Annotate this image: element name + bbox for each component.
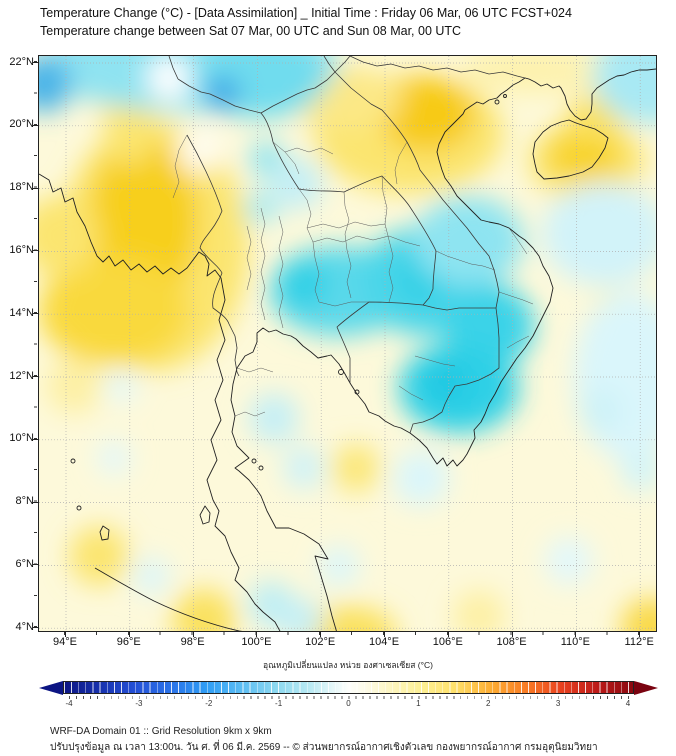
x-axis-label: 94°E: [53, 636, 77, 648]
colorbar-tick-label: -2: [205, 699, 213, 708]
graticule-gridlines: [39, 56, 656, 631]
y-axis-minor-ticks: [34, 61, 37, 628]
x-axis-label: 104°E: [368, 636, 400, 648]
y-axis-label: 4°N: [15, 620, 34, 633]
colorbar-left-arrow: [39, 680, 63, 695]
page-subtitle: Temperature change between Sat 07 Mar, 0…: [40, 24, 462, 38]
colorbar-title: อุณหภูมิเปลี่ยนแปลง หน่วย องศาเซลเซียส (…: [263, 660, 433, 670]
coastline: [39, 68, 656, 631]
x-axis-label: 112°E: [624, 636, 654, 648]
y-axis-label: 18°N: [9, 181, 34, 194]
page-title: Temperature Change (°C) - [Data Assimila…: [40, 6, 572, 20]
colorbar-tick-label: -4: [65, 699, 73, 708]
x-axis-minor-ticks: [64, 632, 640, 635]
colorbar-right-arrow: [634, 680, 658, 695]
map-plot-area: [38, 55, 657, 632]
colorbar-tick-label: 0: [346, 699, 351, 708]
colorbar-minor-ticks: [69, 696, 629, 699]
y-axis-label: 10°N: [9, 432, 34, 445]
footer-update-info: ปรับปรุงข้อมูล ณ เวลา 13:00น. วัน ศ. ที่…: [50, 742, 598, 753]
x-axis-label: 106°E: [432, 636, 463, 648]
x-axis-label: 110°E: [560, 636, 591, 648]
x-axis-label: 96°E: [116, 636, 141, 648]
y-axis-label: 8°N: [15, 495, 34, 508]
x-axis-label: 100°E: [241, 636, 272, 648]
colorbar-tick-label: -1: [275, 699, 283, 708]
y-axis-label: 6°N: [15, 557, 34, 570]
colorbar-tick-label: 2: [485, 699, 491, 708]
footer-domain-info: WRF-DA Domain 01 :: Grid Resolution 9km …: [50, 726, 272, 737]
y-axis-label: 22°N: [9, 55, 34, 68]
y-axis-label: 12°N: [9, 369, 34, 382]
y-axis-label: 16°N: [9, 243, 34, 256]
x-axis-label: 98°E: [180, 636, 205, 648]
colorbar: [39, 680, 658, 695]
x-axis-label: 108°E: [496, 636, 527, 648]
y-axis-label: 20°N: [9, 118, 34, 131]
colorbar-tick-label: 1: [416, 699, 421, 708]
y-axis-label: 14°N: [9, 306, 34, 319]
temperature-field: [39, 56, 656, 631]
colorbar-gradient: [63, 681, 634, 694]
map-canvas: [39, 56, 656, 631]
province-borders: [172, 134, 534, 417]
colorbar-tick-label: 4: [625, 699, 631, 708]
colorbar-tick-label: -3: [135, 699, 143, 708]
colorbar-segments: [64, 682, 633, 693]
colorbar-tick-label: 3: [555, 699, 561, 708]
x-axis-label: 102°E: [305, 636, 336, 648]
